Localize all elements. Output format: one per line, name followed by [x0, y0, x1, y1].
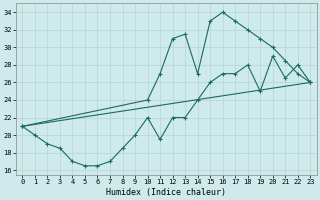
X-axis label: Humidex (Indice chaleur): Humidex (Indice chaleur): [106, 188, 226, 197]
